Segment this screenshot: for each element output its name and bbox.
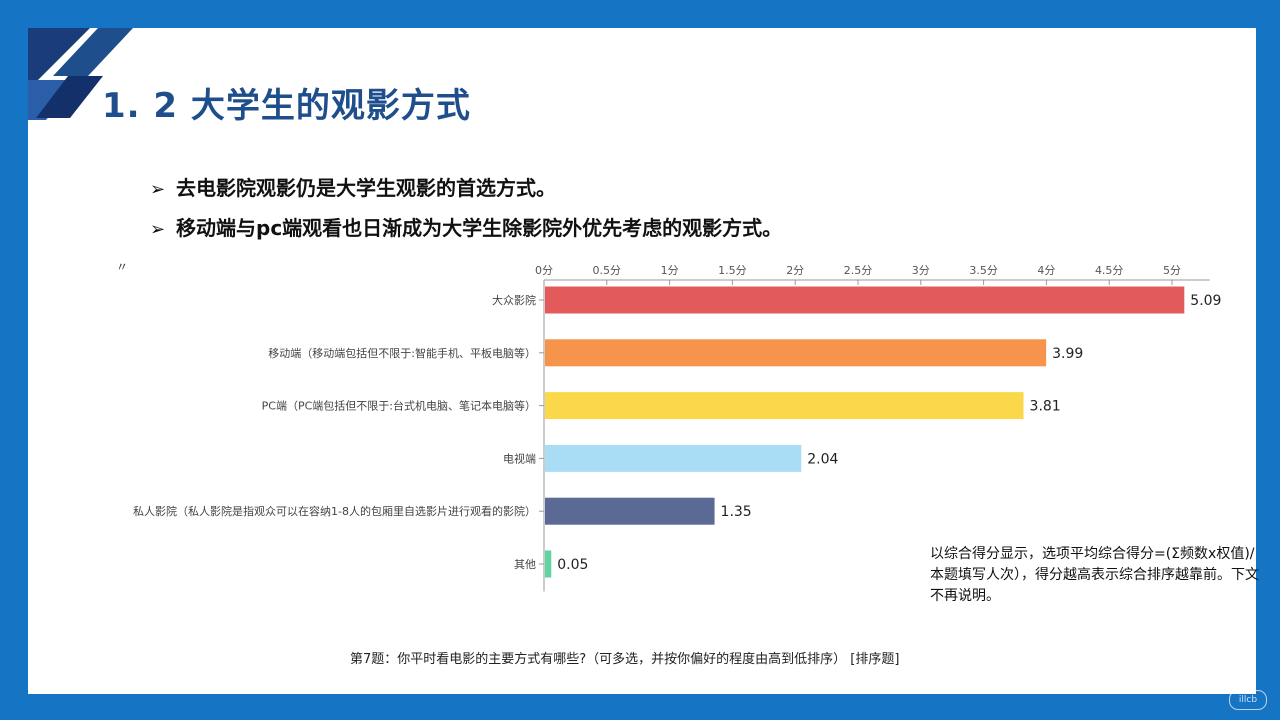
page-title: 1. 2 大学生的观影方式 bbox=[102, 86, 471, 126]
data-label: 0.05 bbox=[557, 557, 588, 573]
chart-caption: 第7题：你平时看电影的主要方式有哪些?（可多选，并按你偏好的程度由高到低排序） … bbox=[350, 652, 900, 667]
category-label: PC端（PC端包括但不限于:台式机电脑、笔记本电脑等） bbox=[262, 399, 536, 413]
arrow-bullet-icon: ➢ bbox=[150, 179, 166, 200]
category-label: 电视端 bbox=[503, 451, 536, 465]
x-tick-label: 3分 bbox=[912, 264, 930, 277]
bar bbox=[545, 550, 552, 578]
watermark-badge: illcb bbox=[1229, 690, 1267, 710]
data-label: 1.35 bbox=[721, 504, 752, 520]
x-tick-label: 1.5分 bbox=[718, 264, 747, 277]
x-tick-label: 0.5分 bbox=[593, 264, 622, 277]
data-label: 2.04 bbox=[807, 451, 838, 467]
bar bbox=[545, 444, 802, 472]
bar bbox=[545, 392, 1024, 420]
scoring-note: 以综合得分显示，选项平均综合得分=(Σ频数x权值)/本题填写人次），得分越高表示… bbox=[930, 546, 1259, 604]
bullet-item: ➢ 去电影院观影仍是大学生观影的首选方式。 bbox=[150, 172, 782, 212]
category-label: 其他 bbox=[514, 558, 536, 571]
stray-mark: 〃 bbox=[116, 260, 129, 274]
x-tick-label: 1分 bbox=[661, 264, 679, 277]
data-label: 5.09 bbox=[1190, 293, 1221, 309]
arrow-bullet-icon: ➢ bbox=[150, 219, 166, 240]
bar bbox=[545, 339, 1047, 367]
category-label: 私人影院（私人影院是指观众可以在容纳1-8人的包厢里自选影片进行观看的影院） bbox=[133, 504, 536, 518]
bar bbox=[545, 286, 1185, 314]
x-tick-label: 0分 bbox=[535, 264, 553, 277]
data-label: 3.81 bbox=[1030, 399, 1061, 415]
x-tick-label: 2.5分 bbox=[844, 264, 873, 277]
corner-decoration bbox=[28, 28, 133, 120]
x-tick-label: 2分 bbox=[786, 264, 804, 277]
bullet-list: ➢ 去电影院观影仍是大学生观影的首选方式。 ➢ 移动端与pc端观看也日渐成为大学生除… bbox=[150, 172, 782, 252]
x-tick-label: 4分 bbox=[1037, 264, 1055, 277]
bullet-text: 移动端与pc端观看也日渐成为大学生除影院外优先考虑的观影方式。 bbox=[176, 216, 783, 240]
x-tick-label: 4.5分 bbox=[1095, 264, 1124, 277]
slide-canvas: 1. 2 大学生的观影方式 ➢ 去电影院观影仍是大学生观影的首选方式。 ➢ 移动端与… bbox=[28, 28, 1259, 694]
bullet-item: ➢ 移动端与pc端观看也日渐成为大学生除影院外优先考虑的观影方式。 bbox=[150, 212, 782, 252]
bullet-text: 去电影院观影仍是大学生观影的首选方式。 bbox=[176, 176, 556, 200]
bar bbox=[545, 497, 715, 525]
category-label: 移动端（移动端包括但不限于:智能手机、平板电脑等） bbox=[268, 346, 536, 360]
x-tick-label: 3.5分 bbox=[969, 264, 998, 277]
category-label: 大众影院 bbox=[492, 293, 536, 307]
x-tick-label: 5分 bbox=[1163, 264, 1181, 277]
data-label: 3.99 bbox=[1052, 346, 1083, 362]
